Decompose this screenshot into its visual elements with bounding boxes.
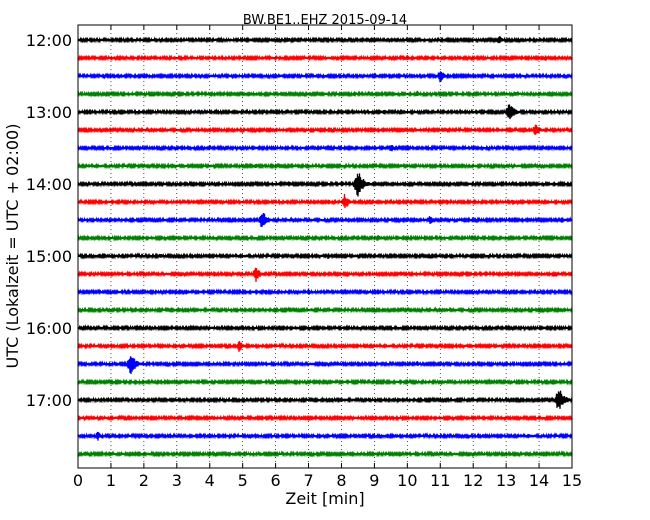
trace-1200 (77, 36, 573, 44)
trace-1700 (77, 390, 573, 409)
x-tick-label: 14 (529, 471, 549, 490)
x-tick-label: 13 (496, 471, 516, 490)
trace-1545 (77, 306, 573, 314)
x-tick-label: 2 (139, 471, 149, 490)
trace-1345 (77, 162, 573, 170)
trace-1415 (77, 193, 573, 209)
trace-1530 (77, 288, 573, 296)
y-tick-label: 15:00 (26, 247, 72, 266)
trace-1245 (77, 90, 573, 98)
x-tick-label: 7 (303, 471, 313, 490)
trace-layer (77, 36, 573, 458)
trace-1400 (77, 173, 573, 197)
tick-layer: 0 1 2 3 4 5 6 7 8 9 10 11 12 13 14 1512:0013:0014:0015:… (26, 25, 582, 490)
x-tick-label: 10 (397, 471, 417, 490)
chart-title: BW.BE1..EHZ 2015-09-14 (243, 13, 407, 28)
trace-1600 (77, 324, 573, 332)
x-tick-label: 15 (562, 471, 582, 490)
y-tick-label: 13:00 (26, 103, 72, 122)
trace-1745 (77, 450, 573, 458)
x-tick-label: 0 (73, 471, 83, 490)
x-tick-label: 4 (205, 471, 215, 490)
x-tick-label: 9 (369, 471, 379, 490)
x-tick-label: 11 (430, 471, 450, 490)
trace-1430 (77, 213, 573, 227)
x-tick-label: 1 (106, 471, 116, 490)
x-tick-label: 3 (172, 471, 182, 490)
trace-1300 (77, 104, 573, 120)
trace-1230 (77, 71, 573, 83)
x-tick-label: 5 (238, 471, 248, 490)
x-tick-label: 12 (463, 471, 483, 490)
x-tick-label: 6 (271, 471, 281, 490)
y-axis-label: UTC (Lokalzeit = UTC + 02:00) (3, 124, 22, 369)
trace-1500 (77, 252, 573, 260)
x-tick-label: 8 (336, 471, 346, 490)
y-tick-label: 16:00 (26, 319, 72, 338)
trace-1730 (77, 431, 573, 441)
trace-1315 (77, 124, 573, 136)
trace-1645 (77, 378, 573, 386)
y-tick-label: 12:00 (26, 31, 72, 50)
trace-1630 (77, 356, 573, 375)
trace-1615 (77, 340, 573, 352)
trace-1445 (77, 234, 573, 242)
x-axis-label: Zeit [min] (285, 489, 364, 508)
y-tick-label: 17:00 (26, 391, 72, 410)
trace-1330 (77, 144, 573, 152)
trace-1515 (77, 267, 573, 283)
trace-1715 (77, 414, 573, 422)
y-tick-label: 14:00 (26, 175, 72, 194)
plot-frame (77, 24, 573, 469)
trace-1215 (77, 54, 573, 62)
